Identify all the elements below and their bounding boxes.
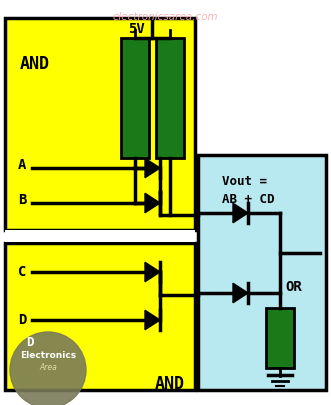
Bar (5, 243, 195, 390)
Text: Vout =
AB + CD: Vout = AB + CD (222, 175, 274, 206)
Polygon shape (233, 203, 248, 223)
Text: C: C (18, 265, 26, 279)
Circle shape (10, 332, 86, 405)
Polygon shape (233, 283, 248, 303)
Text: electronicsarea.com: electronicsarea.com (112, 12, 218, 22)
Text: B: B (18, 193, 26, 207)
Polygon shape (145, 310, 160, 330)
Bar (266, 308, 294, 368)
Text: Electronics: Electronics (20, 350, 76, 360)
Text: A: A (18, 158, 26, 172)
Polygon shape (145, 158, 160, 178)
Text: D: D (18, 313, 26, 327)
Text: OR: OR (285, 280, 302, 294)
Text: AND: AND (155, 375, 185, 393)
Bar (5, 230, 195, 242)
Text: 5V: 5V (128, 22, 145, 36)
Text: Area: Area (39, 364, 57, 373)
Bar (121, 38, 149, 158)
Polygon shape (145, 193, 160, 213)
Polygon shape (145, 262, 160, 282)
Bar (5, 18, 195, 230)
Text: AND: AND (20, 55, 50, 73)
Bar (198, 155, 326, 390)
Bar (156, 38, 184, 158)
Text: D: D (26, 337, 34, 350)
